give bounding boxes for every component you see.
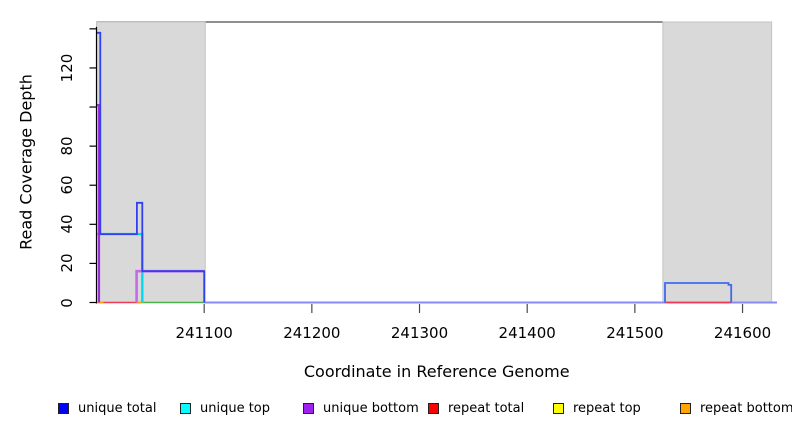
- y-axis-title: Read Coverage Depth: [16, 74, 36, 251]
- x-tick-label: 241500: [606, 324, 664, 342]
- legend-item-repeat-bottom: repeat bottom: [680, 400, 792, 416]
- legend-label: unique bottom: [323, 400, 419, 416]
- x-tick-label: 241400: [498, 324, 556, 342]
- x-tick-label: 241100: [175, 324, 233, 342]
- legend-label: unique top: [200, 400, 271, 416]
- legend-item-unique-total: unique total: [58, 400, 157, 416]
- y-tick-label: 120: [58, 53, 76, 83]
- y-tick-label: 40: [58, 214, 76, 234]
- x-tick-label: 241200: [283, 324, 341, 342]
- legend-item-repeat-total: repeat total: [428, 400, 525, 416]
- legend-item-unique-bottom: unique bottom: [303, 400, 419, 416]
- legend-swatch-icon: [680, 402, 691, 414]
- y-tick-label: 20: [58, 253, 76, 273]
- x-tick-label: 241300: [390, 324, 449, 342]
- legend-swatch-icon: [428, 402, 439, 414]
- series-segment-unique-bottom-line-1: [96, 103, 101, 303]
- y-tick-label: 80: [58, 136, 76, 156]
- legend-swatch-icon: [180, 402, 191, 414]
- x-axis-title: Coordinate in Reference Genome: [303, 362, 570, 381]
- legend-label: repeat total: [448, 400, 525, 416]
- repeat-region-right: [662, 21, 773, 303]
- x-tick-label: 241600: [713, 324, 772, 342]
- legend-item-repeat-top: repeat top: [553, 400, 641, 416]
- repeat-region-left: [96, 21, 206, 303]
- legend-label: unique total: [78, 400, 157, 416]
- series-segment-unique-total-line-b: [664, 282, 733, 303]
- legend-swatch-icon: [553, 402, 564, 414]
- series-segment-unique-total-line-a: [96, 31, 206, 303]
- legend-label: repeat top: [573, 400, 641, 416]
- legend-swatch-icon: [303, 402, 314, 414]
- y-tick-label: 60: [58, 175, 76, 195]
- legend-item-unique-top: unique top: [180, 400, 271, 416]
- legend-swatch-icon: [58, 402, 69, 414]
- y-tick-label: 0: [58, 297, 76, 308]
- legend-label: repeat bottom: [700, 400, 792, 416]
